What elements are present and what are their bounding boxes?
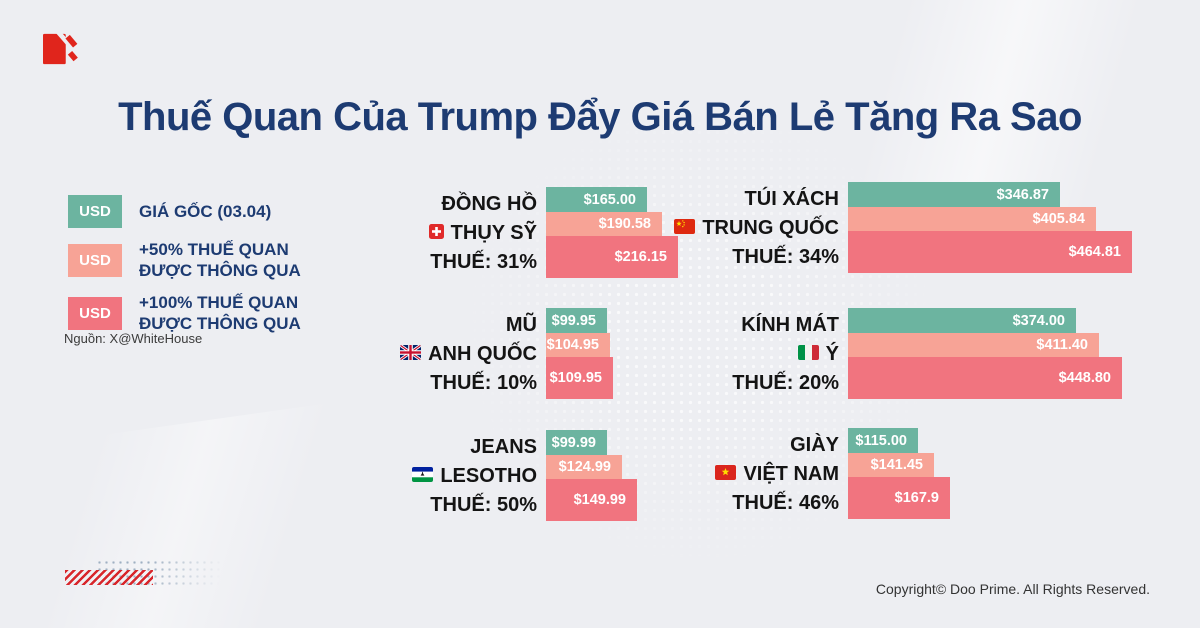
product-name: GIÀY — [790, 433, 839, 456]
legend-swatch-teal: USD — [68, 195, 122, 228]
bar-stack: $374.00 $411.40 $448.80 — [848, 308, 1122, 399]
product-name: KÍNH MÁT — [741, 313, 839, 336]
product-name: TÚI XÁCH — [744, 187, 839, 210]
bar-base-price: $99.95 — [546, 308, 607, 333]
bar-tariff-100: $167.9 — [848, 477, 950, 519]
bar-base-price: $374.00 — [848, 308, 1076, 333]
chart-group-jeans-lesotho: JEANS LESOTHO THUẾ: 50% $99.99 $124.99 $… — [287, 430, 637, 521]
bar-base-price: $165.00 — [546, 187, 647, 212]
vietnam-flag-icon — [715, 462, 737, 486]
italy-flag-icon — [797, 342, 819, 366]
chart-group-watch-switzerland: ĐỒNG HỒ THỤY SỸ THUẾ: 31% $165.00 $190.5… — [287, 187, 678, 278]
legend-swatch-salmon: USD — [68, 243, 122, 277]
group-label: GIÀY VIỆT NAM THUẾ: 46% — [589, 433, 839, 515]
group-label: MŨ ANH QUỐC THUẾ: 10% — [287, 313, 537, 395]
bar-tariff-50: $141.45 — [848, 453, 934, 477]
chart-group-shoes-vietnam: GIÀY VIỆT NAM THUẾ: 46% $115.00 $141.45 … — [589, 428, 950, 519]
bar-tariff-100: $448.80 — [848, 357, 1122, 399]
switzerland-flag-icon — [428, 221, 444, 245]
chart-group-handbag-china: TÚI XÁCH TRUNG QUỐC THUẾ: 34% $346.87 $4… — [589, 182, 1132, 273]
product-name: MŨ — [505, 313, 537, 336]
country-name: LESOTHO — [440, 464, 537, 487]
bar-base-price: $346.87 — [848, 182, 1060, 207]
group-label: JEANS LESOTHO THUẾ: 50% — [287, 435, 537, 517]
country-name: THỤY SỸ — [450, 221, 537, 244]
country-row: VIỆT NAM — [715, 462, 839, 486]
united-kingdom-flag-icon — [400, 342, 422, 366]
bar-stack: $99.95 $104.95 $109.95 — [546, 308, 613, 399]
legend: USD GIÁ GỐC (03.04) USD +50% THUẾ QUAN Đ… — [68, 195, 301, 345]
bar-tariff-100: $216.15 — [546, 236, 678, 278]
bar-base-price: $115.00 — [848, 428, 918, 453]
legend-swatch-coral: USD — [68, 296, 122, 330]
country-name: Ý — [825, 342, 839, 365]
page-title: Thuế Quan Của Trump Đẩy Giá Bán Lẻ Tăng … — [118, 95, 1082, 139]
bar-stack: $115.00 $141.45 $167.9 — [848, 428, 950, 519]
bar-tariff-100: $149.99 — [546, 479, 637, 521]
bar-tariff-50: $104.95 — [546, 333, 610, 357]
country-row: THỤY SỸ — [428, 221, 537, 245]
group-label: ĐỒNG HỒ THỤY SỸ THUẾ: 31% — [287, 192, 537, 274]
group-label: KÍNH MÁT Ý THUẾ: 20% — [589, 313, 839, 395]
china-flag-icon — [674, 216, 696, 240]
tariff-rate: THUẾ: 20% — [732, 371, 839, 394]
tariff-rate: THUẾ: 46% — [732, 491, 839, 514]
country-name: TRUNG QUỐC — [702, 216, 839, 239]
bar-tariff-50: $405.84 — [848, 207, 1096, 231]
bar-tariff-100: $464.81 — [848, 231, 1132, 273]
legend-label: GIÁ GỐC (03.04) — [139, 202, 272, 221]
legend-item-tariff-50: USD +50% THUẾ QUAN ĐƯỢC THÔNG QUA — [68, 239, 301, 281]
bar-tariff-100: $109.95 — [546, 357, 613, 399]
country-row: LESOTHO — [412, 464, 537, 488]
tariff-rate: THUẾ: 50% — [430, 493, 537, 516]
tariff-rate: THUẾ: 31% — [430, 250, 537, 273]
chart-group-sunglasses-italy: KÍNH MÁT Ý THUẾ: 20% $374.00 $411.40 $44… — [589, 308, 1122, 399]
legend-label: +50% THUẾ QUAN ĐƯỢC THÔNG QUA — [139, 240, 301, 280]
bar-stack: $346.87 $405.84 $464.81 — [848, 182, 1132, 273]
lesotho-flag-icon — [412, 464, 434, 488]
country-row: ANH QUỐC — [400, 342, 537, 366]
tariff-rate: THUẾ: 34% — [732, 245, 839, 268]
country-row: Ý — [797, 342, 839, 366]
bar-stack: $99.99 $124.99 $149.99 — [546, 430, 637, 521]
chart-group-hat-uk: MŨ ANH QUỐC THUẾ: 10% $99.95 $104.95 $10… — [287, 308, 613, 399]
product-name: JEANS — [470, 435, 537, 458]
product-name: ĐỒNG HỒ — [441, 192, 537, 215]
tariff-rate: THUẾ: 10% — [430, 371, 537, 394]
doo-prime-logo-icon — [43, 29, 79, 73]
bar-stack: $165.00 $190.58 $216.15 — [546, 187, 678, 278]
bar-tariff-50: $190.58 — [546, 212, 662, 236]
group-label: TÚI XÁCH TRUNG QUỐC THUẾ: 34% — [589, 187, 839, 269]
legend-item-base-price: USD GIÁ GỐC (03.04) — [68, 195, 301, 228]
bar-tariff-50: $124.99 — [546, 455, 622, 479]
legend-label: +100% THUẾ QUAN ĐƯỢC THÔNG QUA — [139, 293, 301, 333]
bar-tariff-50: $411.40 — [848, 333, 1099, 357]
data-source-note: Nguồn: X@WhiteHouse — [64, 331, 203, 346]
bar-base-price: $99.99 — [546, 430, 607, 455]
country-row: TRUNG QUỐC — [674, 216, 839, 240]
footer-hatch-decoration — [65, 570, 153, 585]
country-name: VIỆT NAM — [743, 462, 839, 485]
copyright-text: Copyright© Doo Prime. All Rights Reserve… — [875, 581, 1150, 597]
country-name: ANH QUỐC — [428, 342, 537, 365]
legend-item-tariff-100: USD +100% THUẾ QUAN ĐƯỢC THÔNG QUA — [68, 292, 301, 334]
